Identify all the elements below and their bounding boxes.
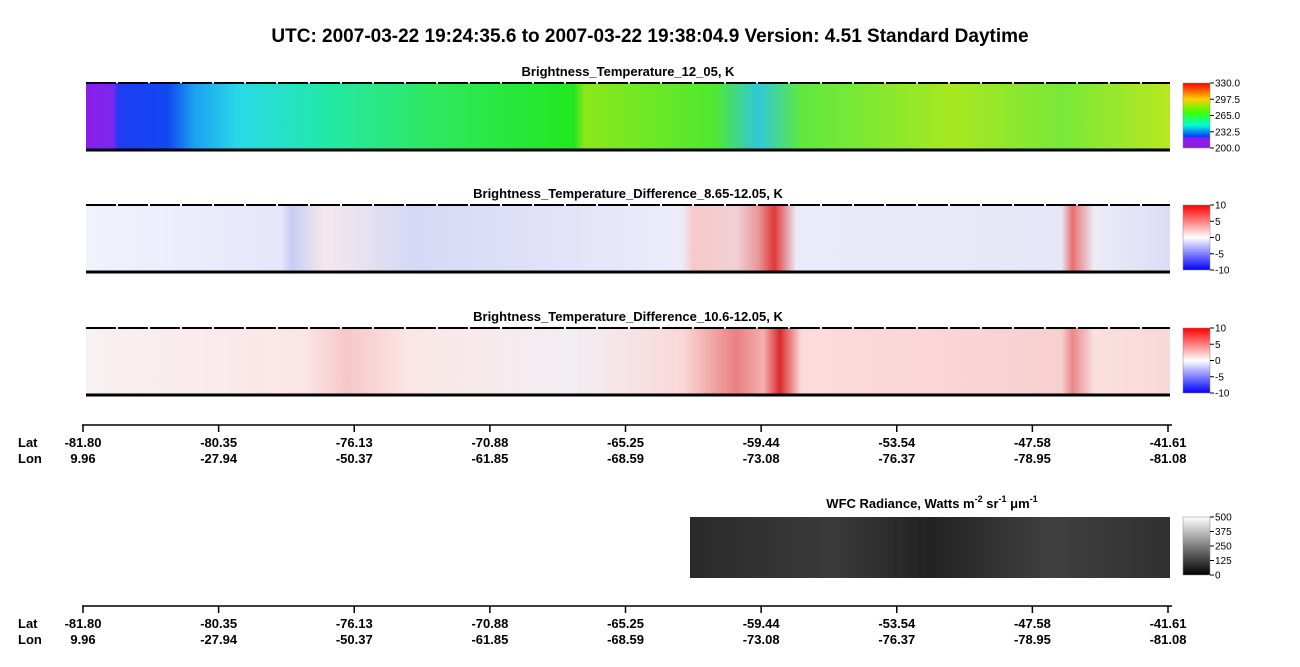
lat-value: -53.54: [878, 435, 916, 450]
colorbar-label: 10: [1215, 324, 1227, 335]
lat-value: -47.58: [1014, 435, 1051, 450]
panel-title: Brightness_Temperature_Difference_10.6-1…: [473, 309, 783, 324]
colorbar-label: 125: [1215, 556, 1232, 567]
lon-value: -73.08: [743, 632, 780, 647]
colorbar-label: 375: [1215, 527, 1232, 538]
lon-value: -61.85: [471, 451, 508, 466]
lon-value: 9.96: [70, 632, 95, 647]
colorbar-label: 0: [1215, 233, 1221, 244]
title-part: μm: [1007, 496, 1030, 511]
lon-value: -50.37: [336, 632, 373, 647]
superscript: -1: [999, 494, 1007, 504]
lon-value: -78.95: [1014, 451, 1051, 466]
colorbar-label: 10: [1215, 201, 1227, 212]
lat-value: -41.61: [1150, 435, 1187, 450]
colorbar-label: -5: [1215, 372, 1224, 383]
colorbar-label: 232.5: [1215, 127, 1240, 138]
colorbar-label: -10: [1215, 389, 1230, 400]
colorbar-label: 265.0: [1215, 111, 1240, 122]
colorbar-label: 330.0: [1215, 79, 1240, 90]
colorbar-label: 200.0: [1215, 144, 1240, 155]
lon-value: -61.85: [471, 632, 508, 647]
colorbar: [1182, 516, 1211, 576]
colorbar: [1182, 204, 1211, 271]
wfc-image: [690, 517, 1170, 578]
lat-value: -70.88: [471, 616, 508, 631]
lat-value: -70.88: [471, 435, 508, 450]
lat-value: -80.35: [200, 616, 237, 631]
panel-image: [86, 83, 1170, 150]
colorbar-label: 5: [1215, 217, 1221, 228]
lat-value: -76.13: [336, 435, 373, 450]
lat-value: -81.80: [65, 616, 102, 631]
lat-value: -81.80: [65, 435, 102, 450]
panel-image: [86, 205, 1170, 272]
colorbar-label: 0: [1215, 356, 1221, 367]
panel-title: Brightness_Temperature_12_05, K: [522, 64, 736, 79]
panel-title: Brightness_Temperature_Difference_8.65-1…: [473, 186, 783, 201]
lon-label: Lon: [18, 632, 42, 647]
lon-value: -73.08: [743, 451, 780, 466]
colorbar-label: -5: [1215, 249, 1224, 260]
lon-value: -50.37: [336, 451, 373, 466]
lat-value: -59.44: [743, 435, 781, 450]
colorbar-label: -10: [1215, 266, 1230, 277]
superscript: -2: [975, 494, 983, 504]
lat-value: -53.54: [878, 616, 916, 631]
lon-value: -68.59: [607, 632, 644, 647]
lat-label: Lat: [18, 435, 38, 450]
lon-label: Lon: [18, 451, 42, 466]
lon-value: -81.08: [1150, 451, 1187, 466]
lat-value: -65.25: [607, 616, 644, 631]
lat-value: -59.44: [743, 616, 781, 631]
lat-value: -47.58: [1014, 616, 1051, 631]
lat-value: -76.13: [336, 616, 373, 631]
lon-value: -76.37: [878, 632, 915, 647]
colorbar: [1182, 327, 1211, 394]
colorbar-label: 500: [1215, 513, 1232, 524]
colorbar-label: 250: [1215, 542, 1232, 553]
superscript: -1: [1030, 494, 1038, 504]
lat-value: -65.25: [607, 435, 644, 450]
lon-value: -81.08: [1150, 632, 1187, 647]
colorbar-label: 5: [1215, 340, 1221, 351]
panel-image: [86, 328, 1170, 395]
lon-value: -27.94: [200, 632, 238, 647]
colorbar-label: 0: [1215, 571, 1221, 582]
wfc-title: WFC Radiance, Watts m-2 sr-1 μm-1: [826, 494, 1037, 511]
lon-value: 9.96: [70, 451, 95, 466]
lon-value: -78.95: [1014, 632, 1051, 647]
colorbar-label: 297.5: [1215, 95, 1240, 106]
lat-label: Lat: [18, 616, 38, 631]
lat-value: -80.35: [200, 435, 237, 450]
page-title: UTC: 2007-03-22 19:24:35.6 to 2007-03-22…: [271, 26, 1028, 47]
lon-value: -27.94: [200, 451, 238, 466]
lon-value: -68.59: [607, 451, 644, 466]
lat-value: -41.61: [1150, 616, 1187, 631]
title-part: WFC Radiance, Watts m: [826, 496, 974, 511]
title-part: sr: [983, 496, 999, 511]
lon-value: -76.37: [878, 451, 915, 466]
colorbar: [1182, 82, 1211, 149]
